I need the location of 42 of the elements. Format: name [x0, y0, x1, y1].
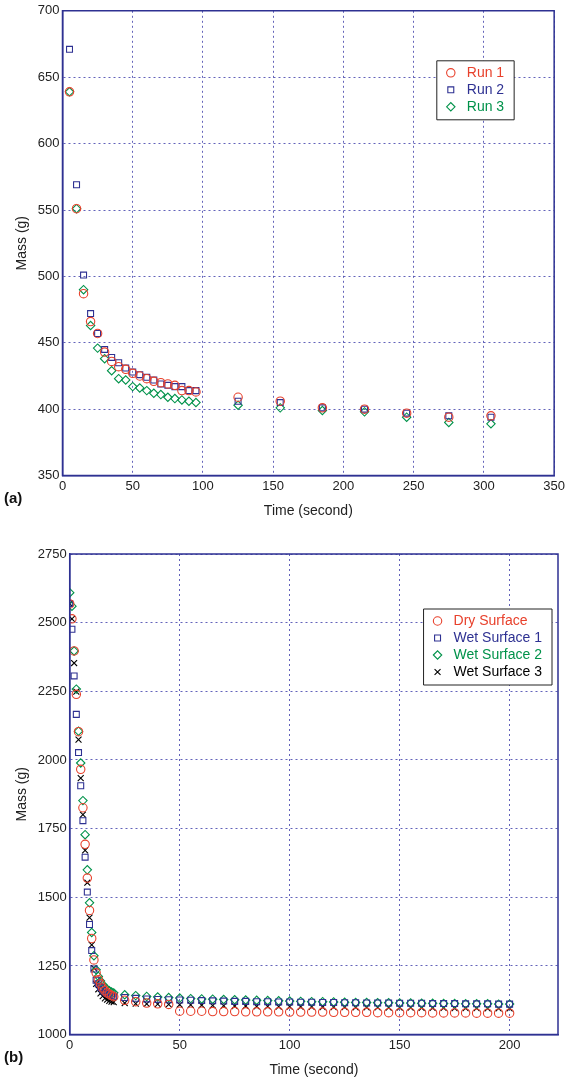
y-tick-label: 1500: [37, 888, 67, 904]
y-tick-label: 2500: [37, 614, 67, 630]
legend-label: Wet Surface 1: [453, 628, 543, 645]
legend-label: Dry Surface: [453, 611, 528, 628]
x-tick-label: 100: [278, 1036, 301, 1052]
legend-label: Run 3: [466, 97, 505, 114]
y-tick-label: 2000: [37, 751, 67, 767]
y-tick-label: 500: [37, 267, 60, 283]
text: (a): [4, 489, 23, 507]
x-tick-label: 0: [58, 477, 67, 493]
y-tick-label: 550: [37, 201, 60, 217]
x-tick-label: 350: [543, 477, 566, 493]
x-tick-label: 100: [192, 477, 214, 493]
y-tick-label: 600: [37, 135, 60, 151]
x-tick-label: 50: [172, 1036, 187, 1052]
y-tick-label: 1000: [37, 1026, 67, 1042]
y-tick-label: 350: [37, 467, 60, 483]
text: (b): [4, 1048, 24, 1066]
x-axis-title: Time (second): [263, 502, 353, 519]
x-tick-label: 150: [388, 1036, 411, 1052]
legend-label: Run 1: [466, 63, 505, 80]
y-axis-title: Mass (g): [13, 767, 30, 822]
y-tick-label: 700: [37, 2, 60, 18]
x-tick-label: 150: [262, 477, 285, 493]
x-tick-label: 50: [125, 477, 140, 493]
x-tick-label: 250: [402, 477, 425, 493]
x-tick-label: 200: [332, 477, 355, 493]
y-tick-label: 650: [37, 68, 60, 84]
legend-label: Run 2: [466, 80, 505, 97]
legend-label: Wet Surface 3: [453, 662, 543, 679]
y-tick-label: 1250: [37, 957, 67, 973]
legend-label: Wet Surface 2: [453, 645, 543, 662]
y-tick-label: 1750: [37, 820, 67, 836]
y-axis-title: Mass (g): [13, 215, 30, 271]
y-tick-label: 2750: [37, 545, 67, 561]
x-tick-label: 300: [473, 477, 495, 493]
y-tick-label: 400: [37, 400, 60, 416]
y-tick-label: 2250: [37, 682, 67, 698]
x-tick-label: 0: [66, 1036, 74, 1052]
x-axis-title: Time (second): [269, 1061, 359, 1078]
x-tick-label: 200: [498, 1036, 521, 1052]
y-tick-label: 450: [37, 334, 60, 350]
